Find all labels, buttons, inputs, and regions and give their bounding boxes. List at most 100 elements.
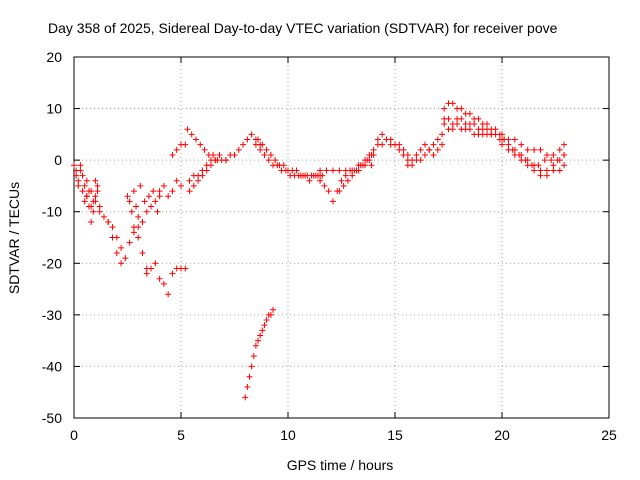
data-point: [445, 115, 452, 122]
data-point: [118, 244, 125, 251]
data-point: [235, 146, 242, 153]
data-point: [130, 229, 137, 236]
data-point: [499, 136, 505, 143]
data-point: [548, 157, 555, 164]
data-point: [156, 193, 163, 200]
data-point: [484, 121, 491, 128]
data-point: [124, 193, 131, 200]
x-tick-label: 0: [70, 427, 78, 443]
data-point: [148, 203, 155, 210]
data-point: [126, 239, 133, 246]
data-point: [400, 146, 407, 153]
data-point: [306, 177, 313, 184]
data-point: [556, 146, 563, 153]
data-point: [321, 182, 328, 189]
data-point: [160, 182, 167, 189]
chart-title: Day 358 of 2025, Sidereal Day-to-day VTE…: [48, 20, 558, 36]
data-point: [92, 193, 99, 200]
data-point: [342, 167, 349, 174]
data-point: [244, 136, 251, 143]
data-point: [370, 146, 377, 153]
y-tick-labels: -50 -40 -30 -20 -10 0 10 20: [42, 49, 62, 426]
data-point: [250, 353, 257, 360]
data-point: [475, 115, 482, 122]
data-point: [340, 182, 347, 189]
data-point: [550, 162, 557, 169]
data-point: [509, 146, 516, 153]
x-tick-labels: 0 5 10 15 20 25: [70, 427, 617, 443]
data-point: [379, 141, 386, 148]
data-point: [199, 167, 206, 174]
data-point: [173, 146, 180, 153]
data-point: [96, 203, 103, 210]
data-point: [338, 177, 345, 184]
data-point: [430, 151, 437, 158]
data-point: [449, 100, 456, 107]
data-point: [141, 198, 148, 205]
data-point: [263, 146, 270, 153]
data-point: [535, 162, 542, 169]
data-point: [387, 136, 394, 143]
data-point: [439, 141, 446, 148]
data-point: [184, 126, 191, 133]
y-axis-label: SDTVAR / TECUs: [6, 182, 22, 294]
data-point: [550, 151, 557, 158]
x-tick-label: 20: [494, 427, 510, 443]
data-point: [246, 373, 253, 380]
data-point: [195, 177, 202, 184]
data-point: [77, 162, 84, 169]
data-point: [160, 280, 167, 287]
data-point: [259, 327, 266, 334]
data-point: [130, 188, 137, 195]
data-point: [265, 157, 272, 164]
data-point: [329, 198, 336, 205]
data-point: [165, 193, 172, 200]
data-point: [267, 311, 274, 318]
data-point: [413, 151, 420, 158]
data-point: [79, 188, 86, 195]
data-point: [169, 188, 176, 195]
data-point: [323, 167, 330, 174]
data-point: [90, 208, 97, 215]
data-point: [505, 141, 512, 148]
data-point: [317, 177, 324, 184]
data-point: [173, 177, 180, 184]
data-point: [556, 167, 563, 174]
data-point: [434, 146, 441, 153]
data-point: [270, 306, 277, 313]
data-point: [528, 162, 535, 169]
data-point: [554, 157, 561, 164]
data-point: [73, 172, 80, 179]
data-point: [192, 136, 199, 143]
data-point: [336, 167, 343, 174]
data-point: [201, 146, 208, 153]
x-tick-label: 15: [387, 427, 403, 443]
data-point: [417, 157, 424, 164]
data-point: [105, 219, 112, 226]
data-point: [349, 172, 356, 179]
data-point: [113, 234, 120, 241]
data-point: [73, 167, 80, 174]
data-point: [537, 167, 544, 174]
data-point: [122, 255, 129, 262]
data-point: [75, 182, 82, 189]
ticks: [73, 56, 610, 419]
data-point: [531, 167, 538, 174]
data-point: [543, 167, 550, 174]
x-tick-label: 25: [601, 427, 617, 443]
data-point: [190, 182, 197, 189]
data-point: [109, 224, 116, 231]
data-point: [156, 188, 163, 195]
data-point: [272, 157, 279, 164]
data-point: [267, 151, 274, 158]
data-point: [100, 213, 107, 220]
y-tick-label: 20: [46, 49, 62, 65]
data-point: [83, 193, 90, 200]
data-point: [524, 146, 531, 153]
data-point: [426, 146, 433, 153]
data-point: [186, 188, 193, 195]
data-point: [404, 162, 411, 169]
data-point: [374, 136, 381, 143]
data-point: [154, 208, 161, 215]
